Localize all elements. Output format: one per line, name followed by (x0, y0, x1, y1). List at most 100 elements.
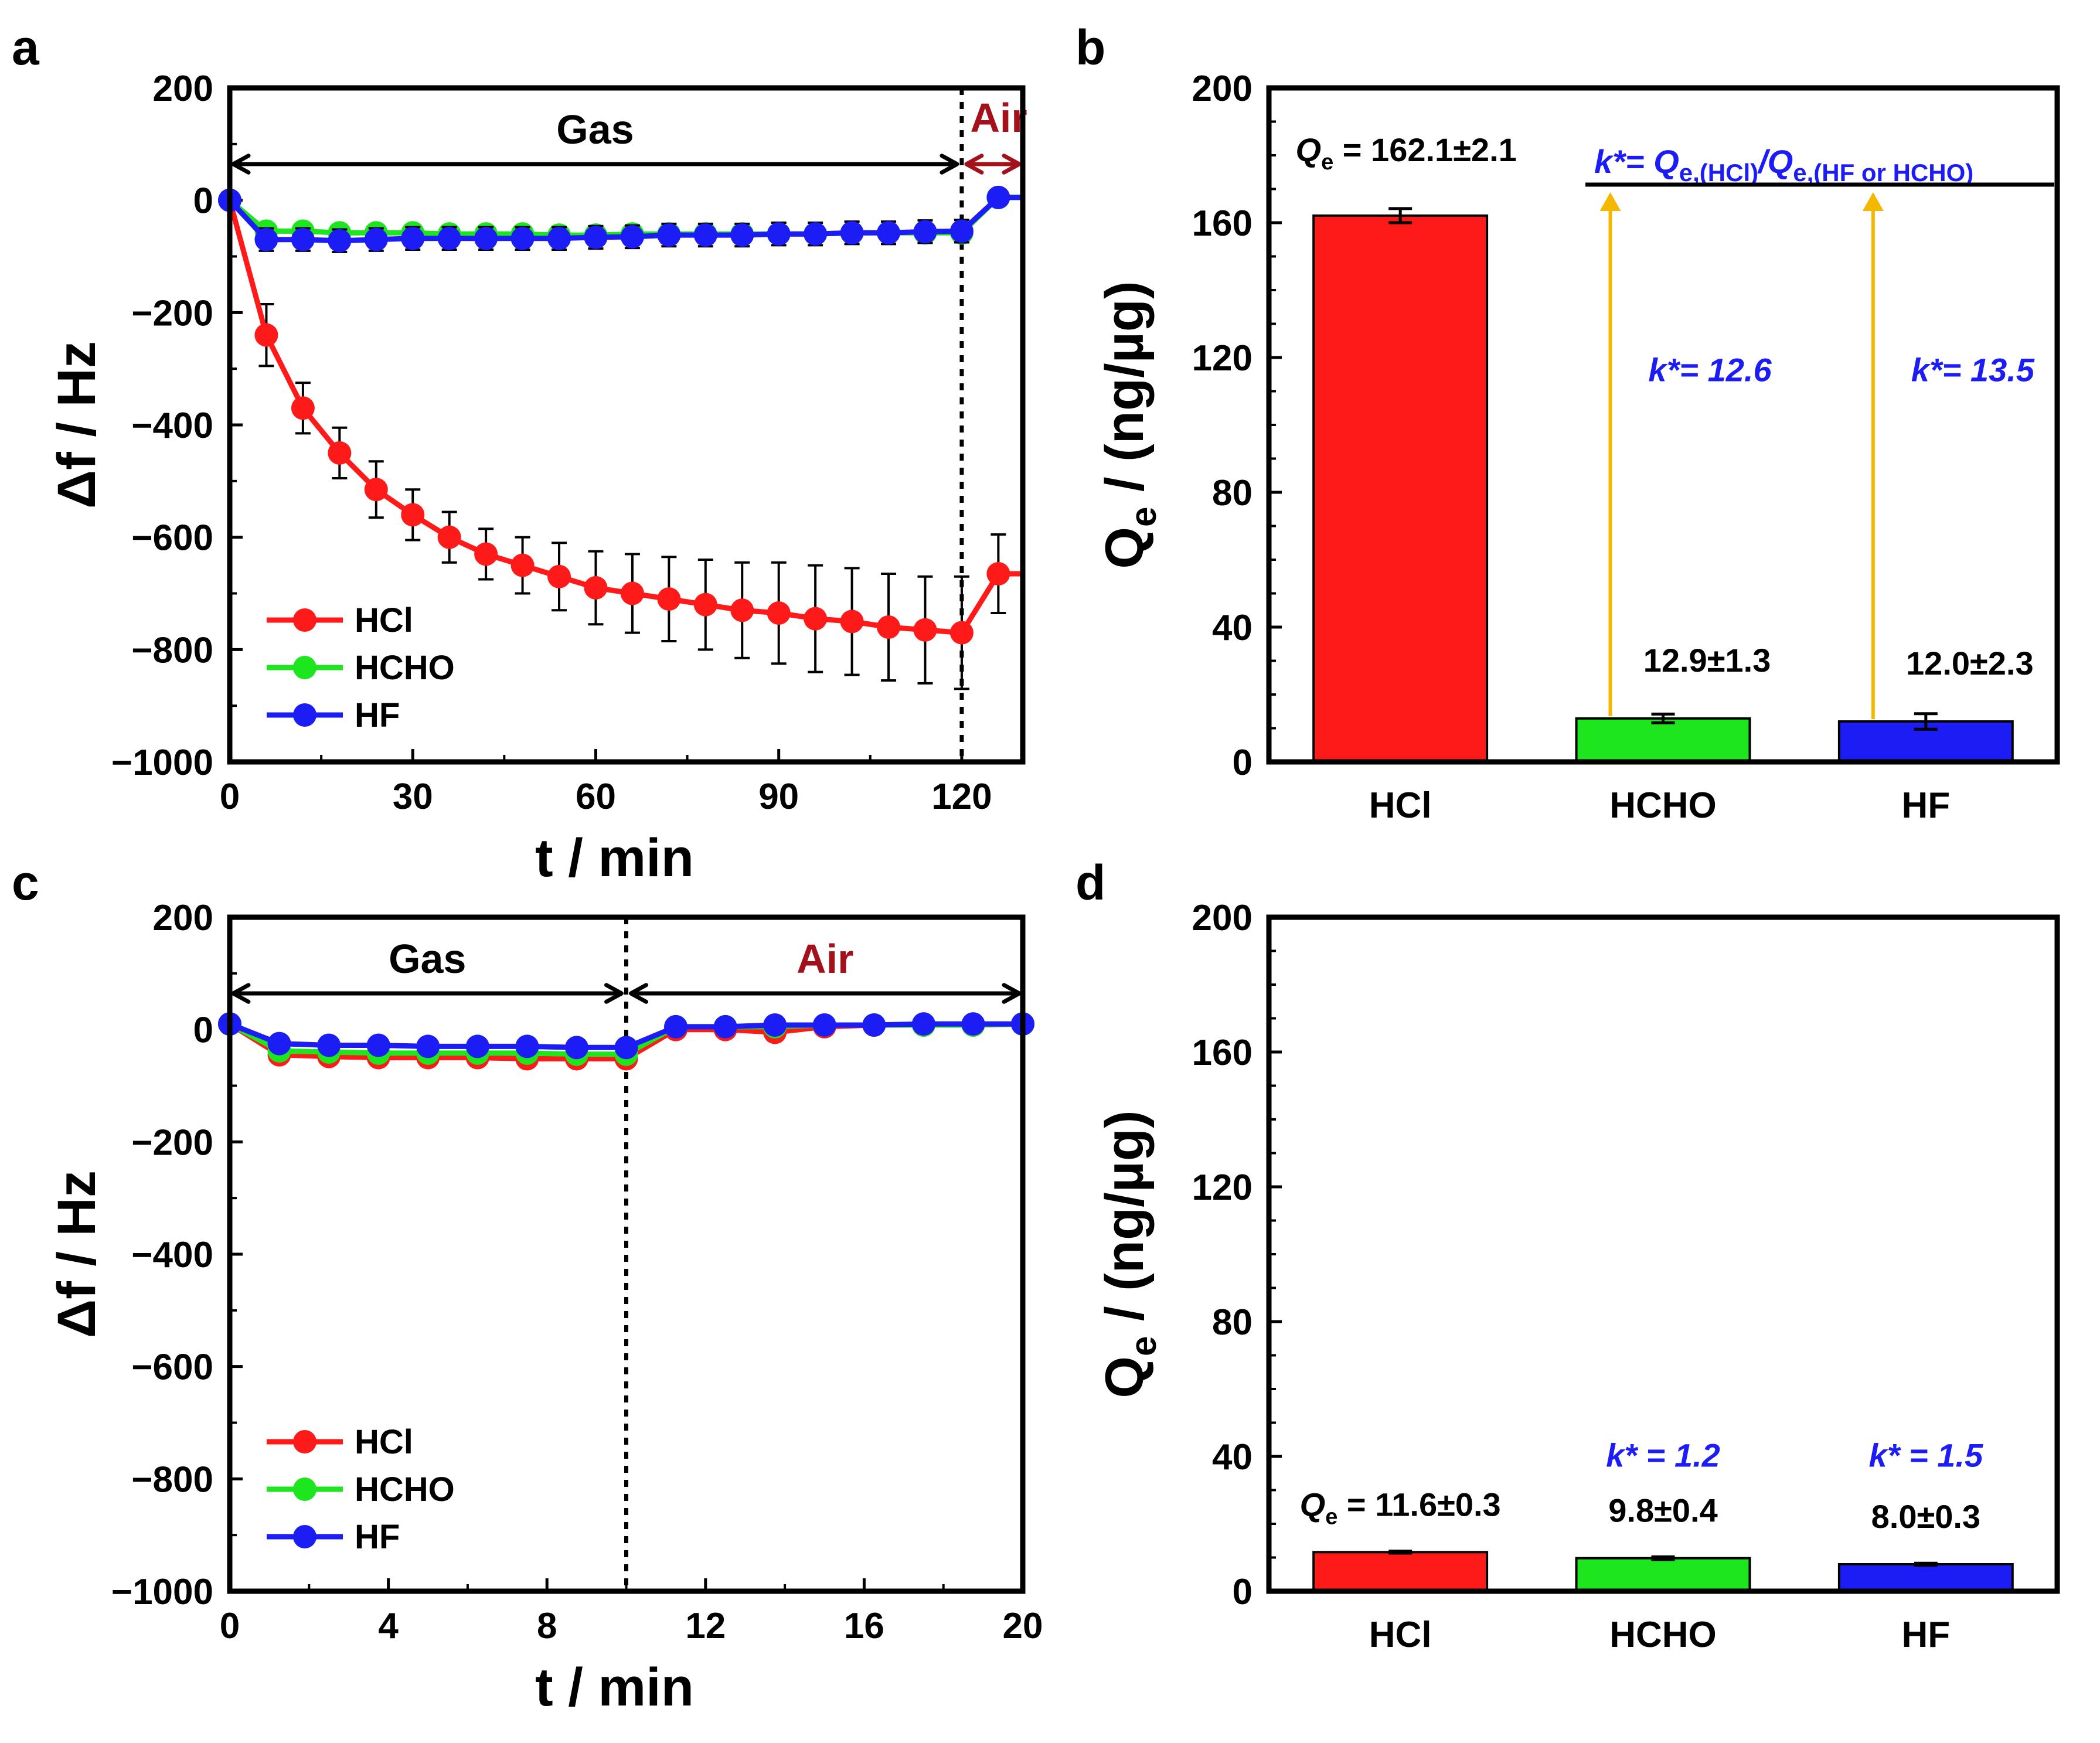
y-tick-label: 200 (1192, 898, 1252, 938)
data-point (913, 220, 937, 244)
data-point (547, 564, 571, 588)
error-bar (1651, 712, 1675, 724)
x-tick-label: 0 (220, 777, 240, 817)
data-point (584, 576, 608, 600)
data-point (328, 441, 352, 465)
y-axis-label-part: Q (1095, 527, 1155, 569)
text-part: = 11.6±0.3 (1337, 1486, 1500, 1523)
air-label: Air (970, 95, 1027, 141)
error-bar (1651, 1555, 1675, 1561)
y-tick-label: 160 (1192, 1033, 1252, 1073)
plot-frame (1266, 914, 2060, 1594)
x-tick-label: HCl (1369, 785, 1432, 826)
formula-sub1: e,(HCl) (1679, 159, 1758, 186)
k-arrow-head (1862, 192, 1884, 211)
data-point (510, 226, 535, 250)
data-point (877, 615, 901, 639)
legend: HCl HCHO HF (267, 601, 455, 734)
data-point (401, 503, 425, 527)
legend-label: HCHO (355, 1470, 455, 1509)
x-tick-label: HCHO (1609, 785, 1717, 826)
x-tick-label: HF (1902, 785, 1951, 826)
data-point (693, 223, 717, 247)
value-label: 8.0±0.3 (1871, 1498, 1980, 1535)
data-point (767, 222, 791, 246)
k-value-label: k* = 1.2 (1606, 1436, 1720, 1473)
x-tick-label: HCl (1369, 1615, 1432, 1655)
y-tick-label: 0 (1233, 1572, 1252, 1612)
x-tick-label: HF (1902, 1615, 1951, 1655)
air-arrow-head-left (964, 154, 984, 175)
y-axis-label: Qe / (ng/µg) (1095, 281, 1164, 568)
k-value-label: k*= 13.5 (1911, 351, 2035, 388)
legend-label: HCl (355, 601, 413, 639)
data-point (713, 1015, 737, 1039)
data-point (547, 226, 571, 250)
data-point (564, 1036, 588, 1060)
x-tick-label: 4 (378, 1606, 399, 1646)
plot-frame (227, 914, 1026, 1594)
data-point (804, 222, 828, 246)
data-point (584, 225, 608, 249)
bar-hcho (1575, 717, 1751, 763)
air-arrow-head-right (1002, 154, 1022, 175)
panel-label: d (1075, 855, 1105, 910)
k-value-label: k*= 12.6 (1648, 351, 1772, 388)
bar-hf (1837, 1563, 2014, 1592)
formula-sub2: e,(HF or HCHO) (1793, 159, 1973, 186)
legend-marker (293, 656, 316, 679)
data-point (657, 587, 681, 611)
k-value-label: k* = 1.5 (1869, 1436, 1983, 1473)
y-tick-label: −400 (131, 406, 213, 446)
legend-marker (293, 608, 316, 632)
data-point (763, 1013, 787, 1037)
text-part: Q (1296, 131, 1322, 168)
data-point (840, 221, 864, 245)
data-point (465, 1034, 489, 1058)
y-tick-label: 40 (1212, 608, 1252, 648)
y-tick-label: −1000 (111, 743, 213, 783)
gas-arrow-head-right (940, 154, 959, 175)
data-point (328, 229, 352, 253)
data-point (401, 226, 425, 250)
k-arrow-head (1599, 192, 1621, 211)
legend: HCl HCHO HF (267, 1423, 455, 1556)
y-tick-label: −800 (131, 630, 213, 670)
error-bar (1388, 207, 1413, 224)
bar-hcho (1575, 1557, 1751, 1592)
formula-k: k* (1594, 143, 1626, 180)
legend-label: HCl (355, 1423, 413, 1461)
plot-frame (1266, 85, 2060, 765)
value-label: Qe = 162.1±2.1 (1296, 131, 1517, 175)
y-tick-label: 80 (1212, 473, 1252, 513)
y-axis-label: Qe / (ng/µg) (1095, 1110, 1164, 1398)
bar-hcl (1312, 1551, 1489, 1593)
panel-d: d 0 40 80 120 160 200 Qe / (ng/µg) HCl HCHO HF Qe =… (1075, 855, 2060, 1655)
k-formula: k*= Qe,(HCl)/Qe,(HF or HCHO) (1594, 143, 1973, 186)
air-label: Air (797, 936, 853, 982)
legend-label: HCHO (355, 649, 455, 687)
air-arrow-head-left (629, 983, 648, 1004)
formula-eq: = Q (1625, 143, 1679, 180)
y-tick-label: −1000 (111, 1572, 213, 1612)
x-tick-label: 120 (931, 777, 992, 817)
data-point (877, 221, 901, 245)
data-point (291, 396, 315, 420)
text-part: Q (1300, 1486, 1326, 1523)
y-tick-label: −800 (131, 1459, 213, 1500)
x-tick-label: 0 (220, 1606, 240, 1646)
y-tick-label: 0 (193, 181, 213, 222)
data-point (840, 610, 864, 634)
y-tick-label: 120 (1192, 1167, 1252, 1208)
y-tick-label: −200 (131, 293, 213, 333)
data-point (416, 1034, 440, 1058)
panel-label: c (12, 855, 39, 910)
series-line (227, 199, 1023, 636)
y-axis-label-part: / (ng/µg) (1095, 281, 1155, 506)
y-axis-label: Δf / Hz (47, 1170, 107, 1338)
data-point (862, 1013, 886, 1037)
data-point (317, 1033, 341, 1057)
x-tick-label: 16 (844, 1606, 884, 1646)
data-point (913, 618, 937, 642)
